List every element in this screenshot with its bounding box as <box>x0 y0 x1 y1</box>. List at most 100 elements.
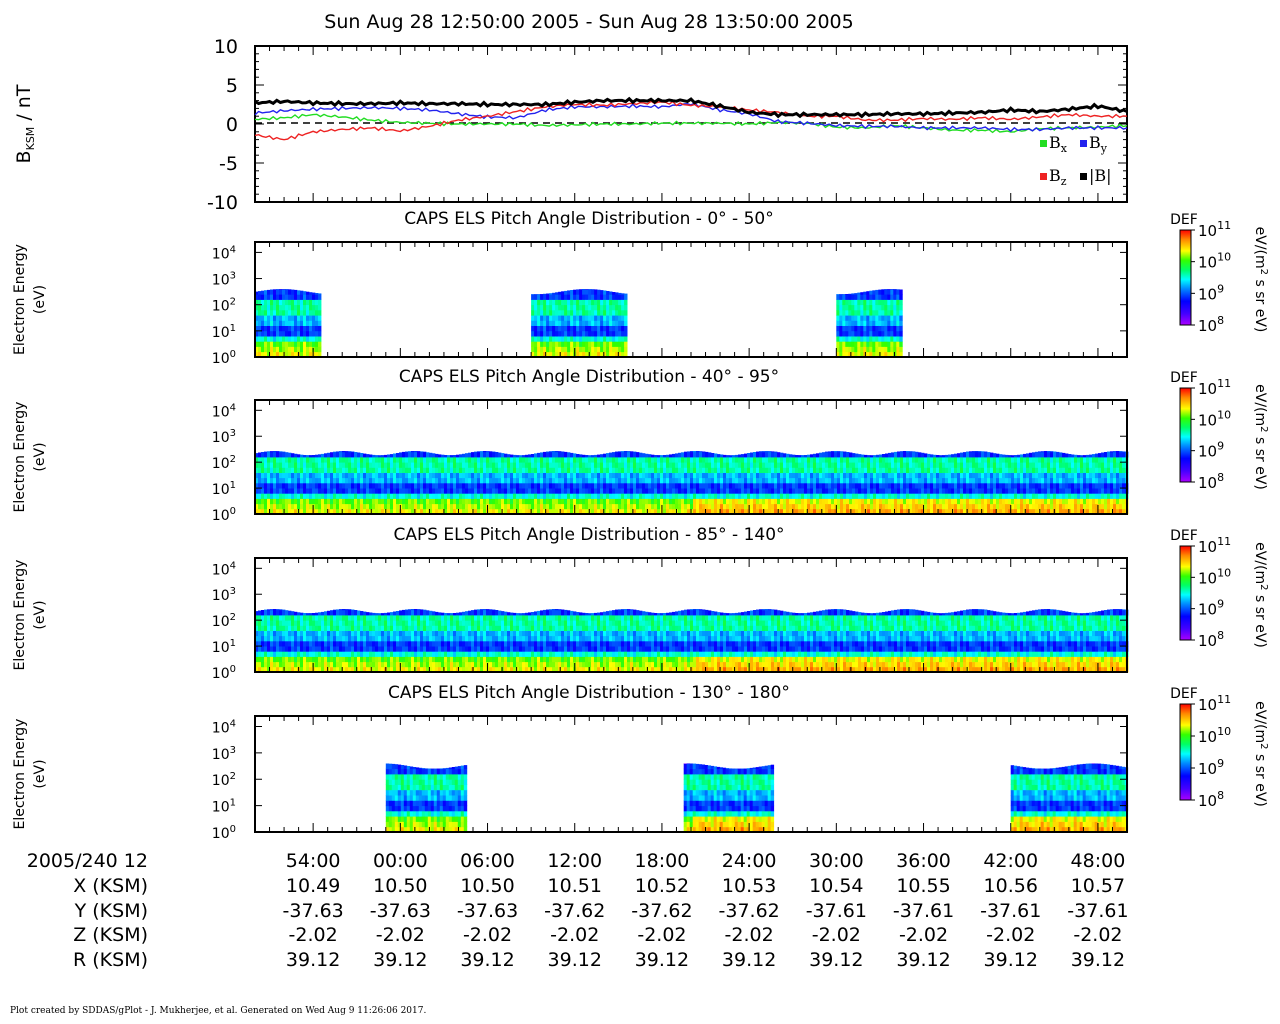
heatmap-cell <box>738 503 742 510</box>
heatmap-cell <box>618 320 622 326</box>
heatmap-cell <box>618 467 622 473</box>
heatmap-cell <box>282 330 286 337</box>
heatmap-cell <box>333 477 337 484</box>
heatmap-cell <box>890 315 894 321</box>
heatmap-cell <box>636 452 640 458</box>
heatmap-cell <box>863 310 867 316</box>
heatmap-cell <box>939 455 943 458</box>
heatmap-cell <box>471 462 475 468</box>
heatmap-cell <box>951 472 955 479</box>
heatmap-cell <box>255 325 259 332</box>
heatmap-cell <box>255 503 259 510</box>
heatmap-cell <box>675 472 679 479</box>
heatmap-cell <box>444 467 448 473</box>
heatmap-cell <box>318 457 322 463</box>
heatmap-cell <box>375 455 379 458</box>
heatmap-cell <box>312 325 316 332</box>
heatmap-cell <box>684 457 688 463</box>
heatmap-cell <box>681 477 685 484</box>
heatmap-cell <box>621 304 625 311</box>
heatmap-cell <box>1032 482 1036 489</box>
heatmap-cell <box>507 488 511 494</box>
heatmap-cell <box>678 472 682 479</box>
heatmap-cell <box>423 462 427 468</box>
heatmap-cell <box>477 482 481 489</box>
heatmap-cell <box>312 457 316 463</box>
heatmap-cell <box>381 455 385 458</box>
heatmap-cell <box>594 488 598 494</box>
heatmap-cell <box>267 299 271 306</box>
heatmap-cell <box>869 299 873 306</box>
heatmap-cell <box>270 503 274 510</box>
heatmap-cell <box>537 351 541 358</box>
y-tick-label: 0 <box>226 114 238 136</box>
heatmap-cell <box>720 472 724 479</box>
heatmap-cell <box>270 451 274 458</box>
heatmap-cell <box>822 503 826 510</box>
heatmap-cell <box>582 299 586 306</box>
heatmap-cell <box>887 320 891 326</box>
heatmap-cell <box>444 493 448 499</box>
heatmap-cell <box>978 488 982 494</box>
heatmap-cell <box>291 488 295 494</box>
heatmap-cell <box>591 488 595 494</box>
heatmap-cell <box>303 291 307 295</box>
heatmap-cell <box>978 503 982 510</box>
heatmap-cell <box>924 488 928 494</box>
heatmap-cell <box>864 454 868 458</box>
heatmap-cell <box>888 452 892 458</box>
heatmap-cell <box>981 488 985 494</box>
colorbar-label: DEF <box>1170 212 1198 228</box>
heatmap-cell <box>863 299 867 306</box>
heatmap-cell <box>489 467 493 473</box>
heatmap-cell <box>318 341 322 347</box>
heatmap-cell <box>630 482 634 489</box>
heatmap-cell <box>975 462 979 468</box>
heatmap-cell <box>777 498 781 505</box>
heatmap-cell <box>273 325 277 332</box>
heatmap-cell <box>1116 503 1120 510</box>
heatmap-cell <box>588 457 592 463</box>
heatmap-cell <box>681 488 685 494</box>
heatmap-cell <box>708 503 712 510</box>
heatmap-cell <box>543 304 547 311</box>
heatmap-cell <box>288 488 292 494</box>
heatmap-cell <box>555 467 559 473</box>
heatmap-cell <box>726 503 730 510</box>
heatmap-cell <box>852 467 856 473</box>
heatmap-cell <box>1011 493 1015 499</box>
heatmap-cell <box>1041 503 1045 510</box>
heatmap-cell <box>1095 467 1099 473</box>
heatmap-cell <box>375 477 379 484</box>
heatmap-cell <box>267 457 271 463</box>
heatmap-cell <box>318 304 322 311</box>
heatmap-cell <box>564 488 568 494</box>
heatmap-cell <box>783 467 787 473</box>
heatmap-cell <box>408 488 412 494</box>
heatmap-cell <box>540 503 544 510</box>
heatmap-cell <box>606 336 610 342</box>
heatmap-cell <box>417 482 421 489</box>
heatmap-cell <box>561 291 565 295</box>
heatmap-cell <box>705 493 709 499</box>
heatmap-cell <box>890 330 894 337</box>
heatmap-cell <box>495 482 499 489</box>
heatmap-cell <box>465 493 469 499</box>
heatmap-cell <box>837 482 841 489</box>
heatmap-cell <box>549 330 553 337</box>
heatmap-cell <box>600 320 604 326</box>
heatmap-cell <box>276 336 280 342</box>
heatmap-cell <box>288 462 292 468</box>
heatmap-cell <box>495 488 499 494</box>
heatmap-cell <box>390 457 394 463</box>
heatmap-cell <box>459 498 463 505</box>
heatmap-cell <box>489 472 493 479</box>
heatmap-cell <box>1119 477 1123 484</box>
heatmap-cell <box>315 294 319 300</box>
heatmap-cell <box>549 462 553 468</box>
heatmap-cell <box>1035 482 1039 489</box>
heatmap-cell <box>462 467 466 473</box>
heatmap-cell <box>1086 488 1090 494</box>
heatmap-cell <box>999 482 1003 489</box>
heatmap-cell <box>522 482 526 489</box>
